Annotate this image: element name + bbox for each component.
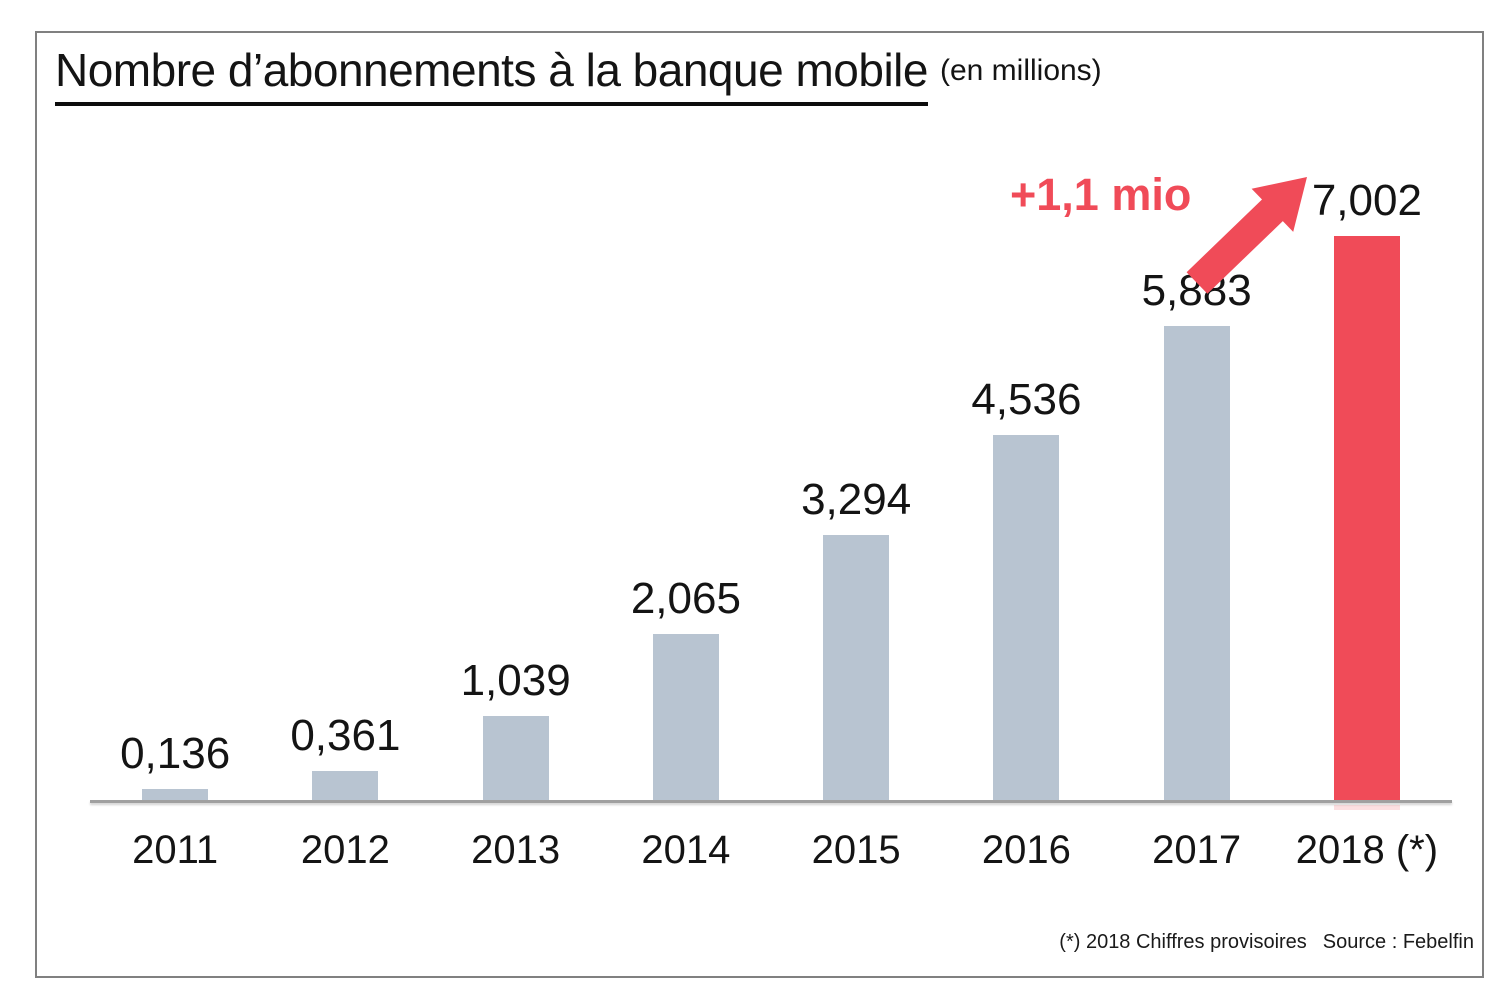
chart-column: 4,536 [941,33,1111,800]
bar-2018 (*) [1333,236,1400,800]
x-tick-label: 2013 [471,828,561,872]
footnote: (*) 2018 Chiffres provisoires [1059,931,1307,953]
bar-2016 [993,435,1060,800]
highlight-bar-reflection [1333,805,1400,810]
x-tick-label: 2012 [300,828,390,872]
x-tick-label: 2017 [1152,828,1242,872]
growth-annotation: +1,1 mio [1010,169,1192,220]
chart-column: 0,136 [90,33,260,800]
x-tick-label: 2014 [641,828,731,872]
title-unit: (en millions) [939,54,1102,87]
chart-column: 0,361 [260,33,430,800]
value-label: 0,361 [290,711,401,760]
x-tick-label: 2016 [981,828,1071,872]
bar-2015 [823,535,890,800]
value-label: 4,536 [971,375,1082,424]
value-label: 2,065 [630,574,741,623]
x-tick-label: 2011 [132,828,219,872]
x-tick-label: 2018 (*) [1295,828,1439,872]
value-label: 1,039 [460,656,571,705]
bar-2011 [142,789,209,800]
bar-2017 [1163,326,1230,800]
x-axis-labels: 2011 2012 2013 2014 2015 2016 2017 2018 (*) [90,828,1452,878]
bar-chart-plot-area: 0,136 0,361 1,039 2,065 3,294 4,536 5,883 7,002 [90,33,1452,800]
x-tick-label: 2015 [811,828,901,872]
chart-column: 7,002 [1282,33,1452,800]
title-row: Nombre d’abonnements à la banque mobile (… [55,43,1102,106]
footer: (*) 2018 Chiffres provisoires Source : Fe… [1059,931,1474,954]
up-right-arrow-icon [1179,161,1334,301]
value-label: 3,294 [801,475,912,524]
source-credit: Source : Febelfin [1322,931,1474,953]
value-label: 7,002 [1311,176,1422,225]
chart-frame: Nombre d’abonnements à la banque mobile (… [35,31,1484,978]
chart-column: 1,039 [431,33,601,800]
bar-2014 [652,634,719,800]
bar-2012 [312,771,379,800]
chart-column: 2,065 [601,33,771,800]
x-axis-line [90,800,1452,803]
value-label: 0,136 [120,729,231,778]
page-title: Nombre d’abonnements à la banque mobile [55,43,928,106]
chart-column: 3,294 [771,33,941,800]
bar-2013 [482,716,549,800]
chart-column: 5,883 [1112,33,1282,800]
